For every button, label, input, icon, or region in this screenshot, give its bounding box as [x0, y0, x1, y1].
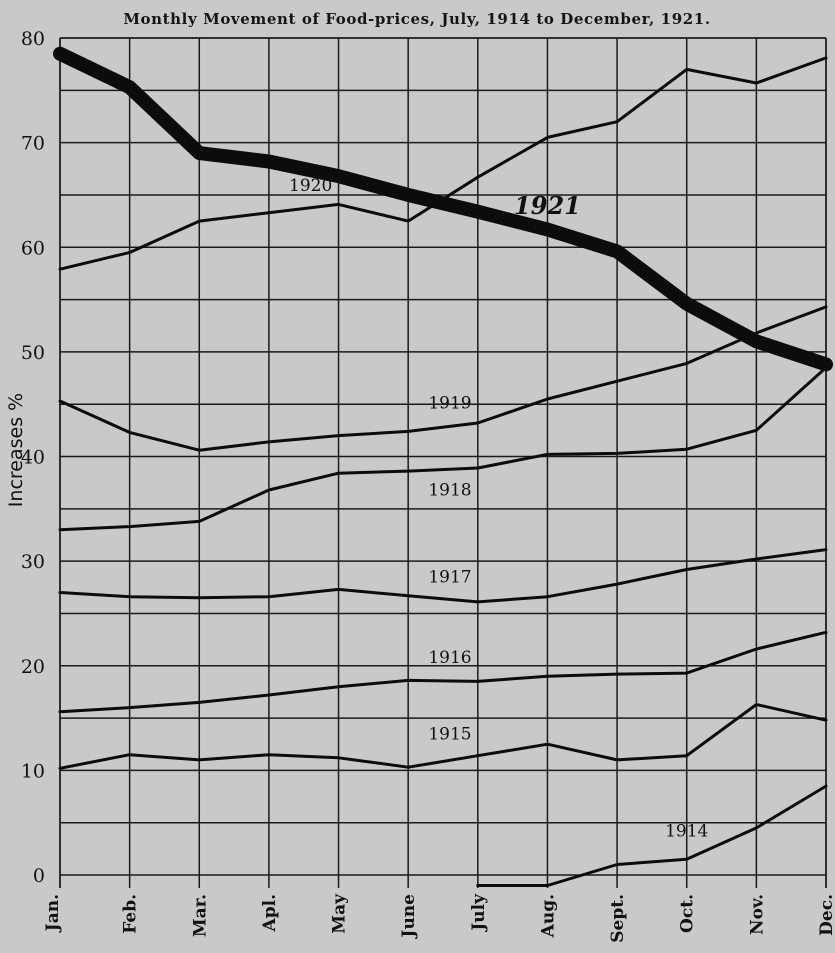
x-tick-label: Sept.: [608, 894, 628, 943]
series-line-1917: [58, 548, 828, 604]
series-lines: [53, 46, 833, 887]
y-tick-label: 60: [21, 237, 45, 259]
series-label-1917: 1917: [428, 568, 471, 588]
x-tick-label: June: [399, 894, 419, 940]
chart-title: Monthly Movement of Food-prices, July, 1…: [123, 10, 710, 28]
series-line-1916: [58, 630, 828, 714]
series-label-1914: 1914: [665, 821, 708, 841]
x-tick-label: May: [330, 893, 350, 934]
series-label-1916: 1916: [428, 648, 471, 668]
grid: [59, 37, 827, 888]
series-label-1921: 1921: [514, 191, 581, 220]
series-label-1920: 1920: [289, 176, 332, 196]
x-tick-label: Oct.: [678, 894, 698, 933]
series-label-1918: 1918: [428, 480, 471, 500]
x-tick-label: Jan.: [43, 894, 63, 933]
series-line-1919: [58, 305, 828, 452]
x-axis: Jan. Feb. Mar. Apl. May June July Aug. Sept. Oct.…: [43, 893, 835, 943]
y-tick-label: 40: [21, 447, 45, 469]
y-tick-label: 20: [21, 656, 45, 678]
x-tick-label: Nov.: [747, 894, 767, 935]
x-tick-label: Aug.: [538, 894, 558, 938]
y-axis-label: Increases %: [5, 393, 27, 507]
series-label-1915: 1915: [428, 724, 471, 744]
x-tick-label: Mar.: [190, 894, 210, 937]
y-tick-label: 50: [21, 342, 45, 364]
y-tick-label: 0: [33, 865, 45, 887]
x-tick-label: July: [469, 893, 489, 933]
series-line-1915: [58, 703, 828, 770]
x-tick-label: Dec.: [817, 894, 835, 936]
series-line-1914: [476, 784, 828, 887]
x-tick-label: Feb.: [121, 894, 141, 934]
y-tick-label: 80: [21, 28, 45, 50]
x-tick-label: Apl.: [260, 894, 280, 932]
series-line-1918: [58, 366, 828, 532]
y-tick-label: 30: [21, 551, 45, 573]
y-tick-label: 70: [21, 133, 45, 155]
series-line-1921: [53, 46, 833, 372]
y-tick-label: 10: [21, 760, 45, 782]
series-label-1919: 1919: [428, 394, 471, 414]
series-labels: 1914 1915 1916 1917 1918 1919 1920 1921: [289, 176, 708, 841]
y-axis: 0 10 20 30 40 50 60 70 80: [21, 28, 45, 887]
